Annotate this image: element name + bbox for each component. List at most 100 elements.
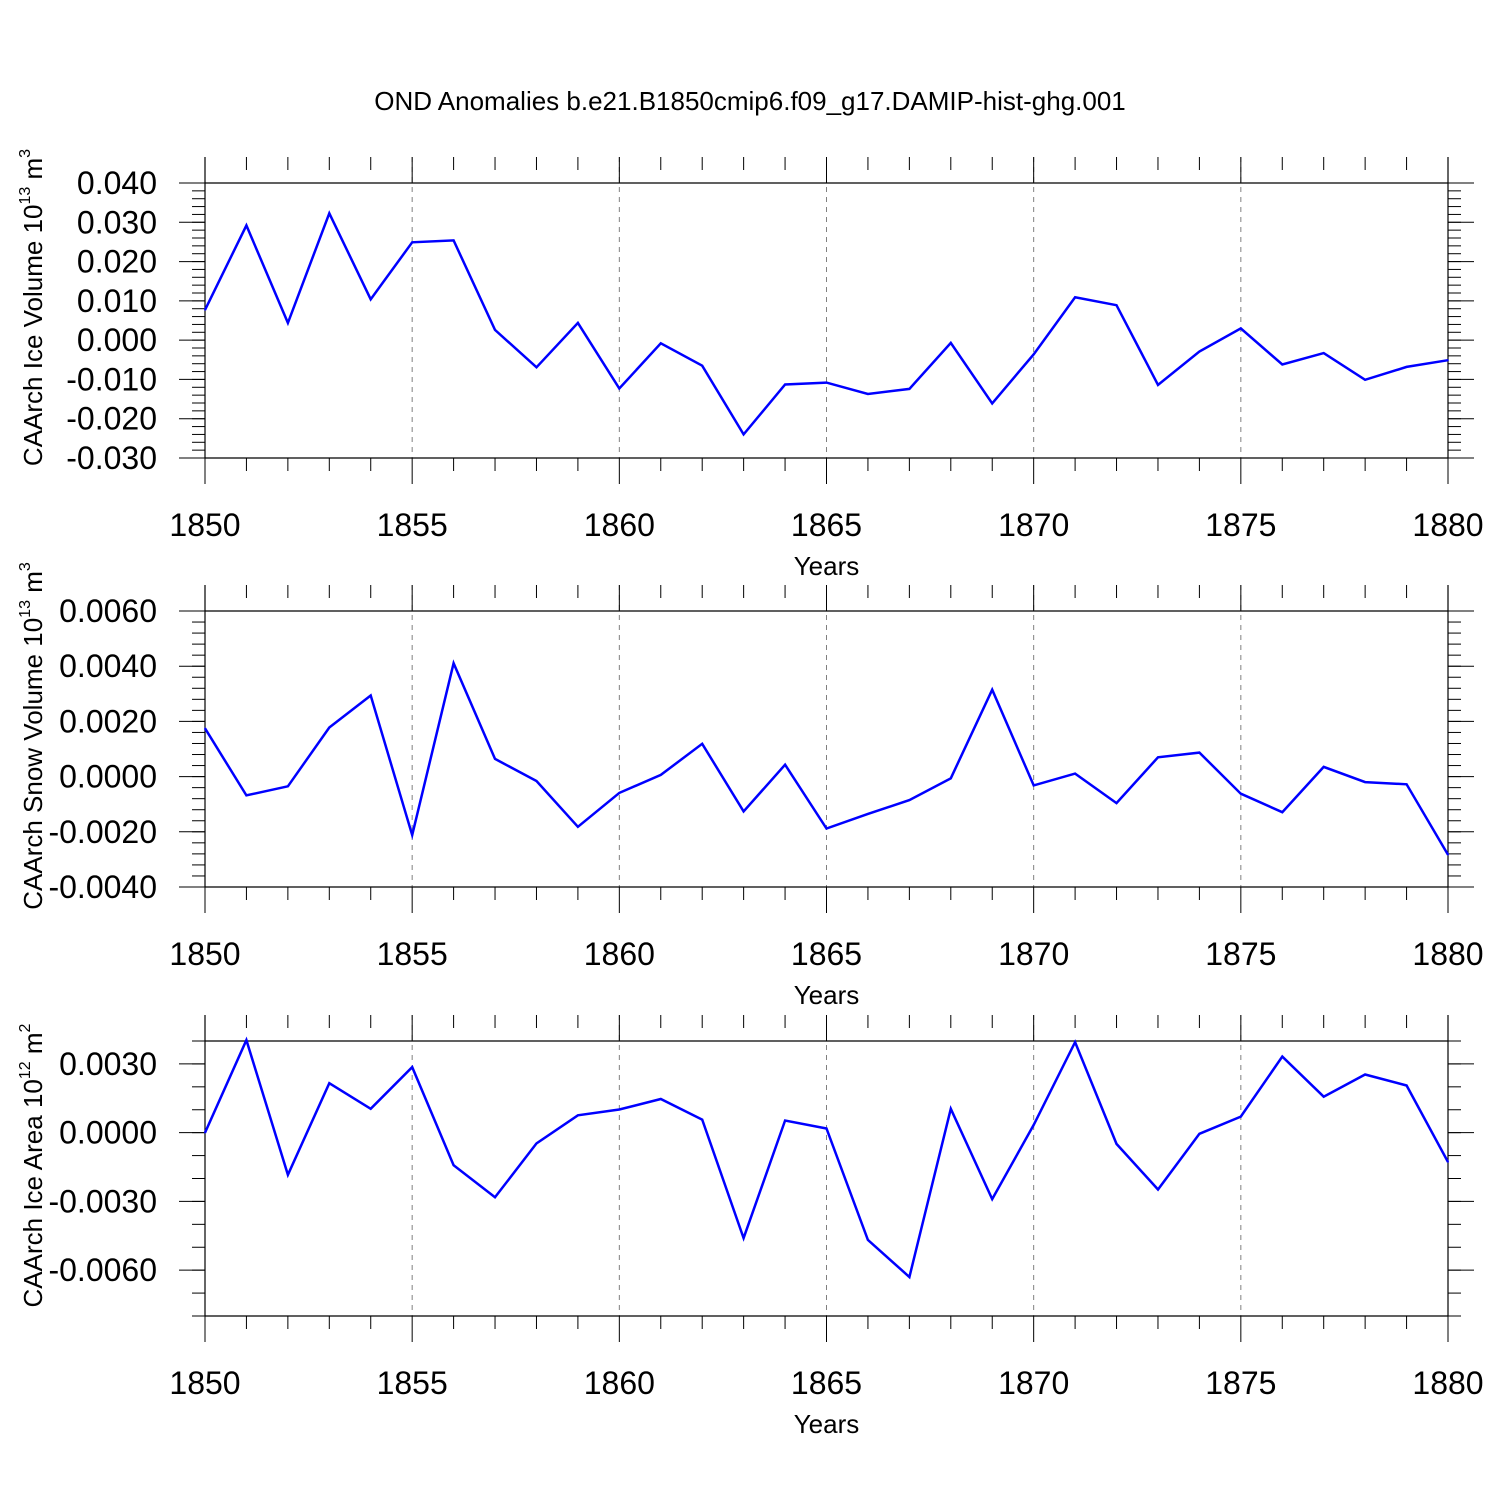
panel-3-y-axis-title-main: CAArch Ice Area 10 <box>18 1079 48 1307</box>
panel-1-data-point <box>1322 352 1325 354</box>
panel-3-x-tick-label: 1880 <box>1412 1365 1483 1401</box>
panel-3-x-tick-label: 1860 <box>584 1365 655 1401</box>
panel-1-data-point <box>1157 384 1159 386</box>
panel-2-data-point <box>991 688 994 691</box>
panel-3-data-point <box>659 1098 662 1100</box>
panel-1-data-point <box>1447 359 1449 361</box>
panel-3-data-point <box>1281 1055 1284 1058</box>
panel-1-data-point <box>1032 353 1035 356</box>
panel-3-data-point <box>452 1164 455 1167</box>
panel-2-x-tick-label: 1860 <box>584 936 655 972</box>
panel-2-data-point <box>1198 751 1201 754</box>
panel-1-y-tick-label: 0.030 <box>77 204 157 240</box>
panel-3-data-point <box>867 1239 869 1241</box>
panel-1-data-point <box>908 388 911 390</box>
panel-3-y-axis-title-exp: 12 <box>17 1061 34 1079</box>
panel-3-y-tick-label: 0.0030 <box>59 1046 157 1082</box>
panel-1-data-point <box>991 402 994 405</box>
panel-1-x-tick-label: 1865 <box>791 507 862 543</box>
panel-1-data-point <box>535 366 538 369</box>
panel-3-x-tick-label: 1865 <box>791 1365 862 1401</box>
panel-3-data-point <box>1198 1133 1201 1135</box>
panel-3-data-point <box>618 1108 621 1111</box>
panel-2-x-tick-label: 1870 <box>998 936 1069 972</box>
panel-1-data-point <box>452 239 455 242</box>
panel-3-x-tick-label: 1850 <box>169 1365 240 1401</box>
panel-2-data-point <box>1074 772 1076 775</box>
panel-3-x-tick-label: 1875 <box>1205 1365 1276 1401</box>
panel-3-data-point <box>1240 1115 1242 1118</box>
panel-1-x-tick-label: 1880 <box>1412 507 1483 543</box>
panel-2-data-point <box>1115 802 1118 804</box>
panel-1-data-point <box>1364 379 1366 381</box>
panel-3-y-tick-label: 0.0000 <box>59 1115 157 1151</box>
panel-2-y-tick-label: -0.0020 <box>48 814 157 850</box>
panel-2-data-point <box>245 794 248 797</box>
panel-1-data-point <box>245 224 248 227</box>
panel-3-x-tick-label: 1870 <box>998 1365 1069 1401</box>
panel-1-data-point <box>287 322 289 324</box>
panel-1-data-point <box>784 383 786 386</box>
panel-1-data-point <box>328 212 331 215</box>
panel-1-y-axis-title-main: CAArch Ice Volume 10 <box>18 205 48 467</box>
panel-2-data-point <box>287 785 289 788</box>
panel-3-data-point <box>1074 1041 1076 1043</box>
panel-1-data-point <box>867 393 869 395</box>
panel-1-y-axis-title-unit-exp: 3 <box>17 149 34 158</box>
panel-3-data-point <box>1447 1161 1449 1163</box>
panel-2-x-tick-label: 1880 <box>1412 936 1483 972</box>
panel-2-data-point <box>1281 811 1284 814</box>
panel-1-data-point <box>701 364 703 367</box>
panel-2-data-point <box>369 694 372 697</box>
panel-1-data-point <box>1405 366 1408 368</box>
panel-2-data-point <box>452 662 455 664</box>
panel-1-data-point <box>950 342 952 344</box>
chart-title: OND Anomalies b.e21.B1850cmip6.f09_g17.D… <box>374 86 1126 116</box>
panel-3-x-tick-label: 1855 <box>377 1365 448 1401</box>
panel-3-x-axis-title: Years <box>794 1409 860 1439</box>
panel-2-y-axis-title: CAArch Snow Volume 1013 m3 <box>17 562 48 910</box>
panel-3-y-axis-title-unit-exp: 2 <box>17 1023 34 1032</box>
panel-1-data-point <box>1074 296 1076 299</box>
panel-2-data-point <box>742 810 745 813</box>
panel-1-y-tick-label: -0.020 <box>66 401 157 437</box>
panel-1-data-point <box>742 433 745 436</box>
panel-3-data-point <box>1115 1143 1118 1145</box>
panel-1-data-point <box>369 298 372 301</box>
panel-3-data-point <box>784 1119 786 1122</box>
panel-2-y-axis-title-unit-exp: 3 <box>17 562 34 571</box>
panel-2-y-tick-label: 0.0040 <box>59 648 157 684</box>
panel-2-data-point <box>825 827 828 830</box>
panel-3-data-point <box>950 1108 952 1110</box>
panel-3-data-point <box>535 1142 538 1145</box>
panel-3-data-point <box>991 1198 994 1200</box>
panel-1-data-point <box>1281 363 1284 366</box>
panel-2-x-axis-title: Years <box>794 980 860 1010</box>
panel-2-data-point <box>577 826 579 828</box>
panel-3: -0.0060 -0.0030 0.0000 0.0030 1850 1855 1860 18… <box>17 1015 1484 1439</box>
panel-3-data-point <box>287 1174 289 1176</box>
panel-2-y-tick-label: 0.0020 <box>59 703 157 739</box>
panel-3-data-point <box>1157 1188 1159 1191</box>
panel-1-y-tick-label: 0.010 <box>77 283 157 319</box>
panel-3-data-point <box>1032 1124 1035 1126</box>
panel-1-y-axis-title-exp: 13 <box>17 187 34 205</box>
panel-1-y-tick-label: -0.010 <box>66 361 157 397</box>
panel-3-y-tick-label: -0.0030 <box>48 1183 157 1219</box>
panel-2-data-point <box>1240 792 1242 795</box>
panel-1-data-point <box>411 241 413 244</box>
panel-1-y-axis-title-unit: m <box>18 158 48 187</box>
panel-2-data-point <box>784 763 786 766</box>
panel-1-x-tick-label: 1870 <box>998 507 1069 543</box>
panel-3-data-point <box>369 1108 372 1110</box>
panel-1-data-point <box>1198 350 1201 353</box>
panel-2: -0.0040 -0.0020 0.0000 0.0020 0.0040 0.0060 18… <box>17 562 1484 1010</box>
panel-2-data-point <box>908 799 911 801</box>
panel-1-x-tick-label: 1860 <box>584 507 655 543</box>
panel-1-x-tick-label: 1855 <box>377 507 448 543</box>
panel-2-x-tick-label: 1875 <box>1205 936 1276 972</box>
panel-2-y-axis-title-exp: 13 <box>17 600 34 618</box>
panel-1-data-point <box>494 329 496 331</box>
